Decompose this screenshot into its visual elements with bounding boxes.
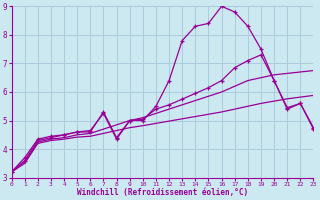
X-axis label: Windchill (Refroidissement éolien,°C): Windchill (Refroidissement éolien,°C) bbox=[77, 188, 248, 197]
